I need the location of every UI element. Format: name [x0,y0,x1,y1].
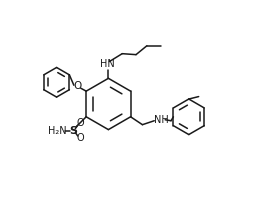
Text: NH: NH [154,115,169,125]
Text: H₂N: H₂N [48,126,67,136]
Text: O: O [73,81,81,91]
Text: O: O [76,133,84,143]
Text: HN: HN [100,59,115,69]
Text: O: O [76,118,84,128]
Text: S: S [69,126,77,136]
